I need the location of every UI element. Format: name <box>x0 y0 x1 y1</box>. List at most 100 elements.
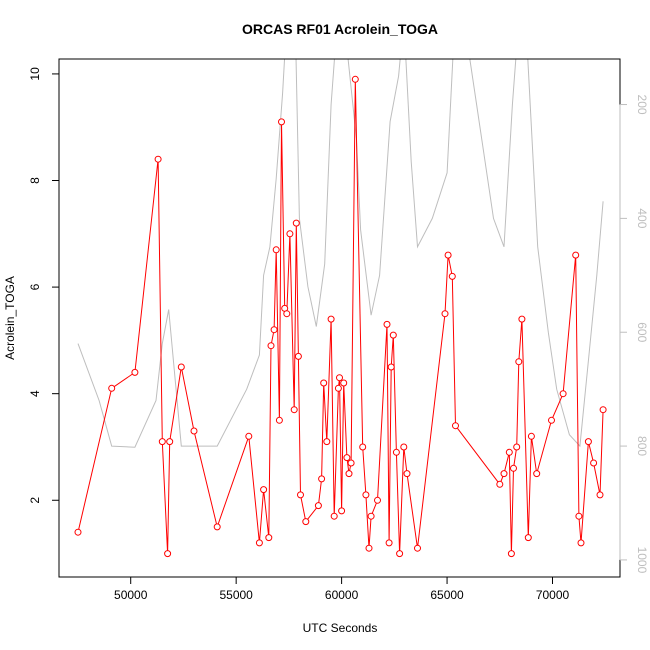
data-point <box>314 502 322 510</box>
data-point <box>414 544 421 552</box>
data-point <box>599 406 607 414</box>
data-point <box>213 523 221 531</box>
secondary-y-tick-label: 400 <box>635 208 649 228</box>
data-point <box>596 491 604 499</box>
y-tick-label: 4 <box>28 390 42 397</box>
data-point <box>294 352 302 360</box>
data-point <box>374 496 381 504</box>
data-point <box>272 246 280 254</box>
data-point <box>131 368 139 376</box>
data-point <box>347 459 355 467</box>
y-axis: 2 4 6 8 10 <box>28 67 59 504</box>
series-layer <box>74 59 607 558</box>
data-point <box>396 550 404 558</box>
data-point <box>190 427 198 435</box>
secondary-y-tick-label: 1000 <box>635 547 649 574</box>
x-tick-label: 65000 <box>430 588 464 602</box>
data-point <box>548 416 555 424</box>
data-point <box>572 251 580 259</box>
y-tick-label: 10 <box>28 67 42 81</box>
data-point <box>345 470 353 478</box>
data-point <box>387 363 395 371</box>
data-point <box>533 470 541 478</box>
x-tick-label: 50000 <box>114 588 148 602</box>
data-point <box>343 454 351 462</box>
data-point <box>510 464 517 472</box>
data-point <box>365 544 373 552</box>
secondary-y-axis: 200 400 600 800 1000 <box>619 95 649 574</box>
data-point <box>108 384 116 392</box>
data-point <box>577 539 585 547</box>
data-point <box>452 422 459 430</box>
data-point <box>448 272 456 280</box>
x-tick-label: 70000 <box>536 588 570 602</box>
data-point <box>505 448 513 456</box>
data-point <box>584 438 592 446</box>
data-point <box>154 155 162 163</box>
data-point <box>507 550 515 558</box>
x-tick-label: 60000 <box>325 588 359 602</box>
data-point <box>292 219 300 227</box>
data-point <box>367 512 375 520</box>
x-axis-label: UTC Seconds <box>303 621 378 635</box>
data-point <box>496 480 504 488</box>
data-point <box>164 550 172 558</box>
secondary-y-tick-label: 800 <box>635 436 649 456</box>
data-point <box>330 512 338 520</box>
data-point <box>302 518 310 526</box>
data-point <box>392 448 400 456</box>
plot-frame <box>58 58 621 578</box>
data-point <box>359 443 367 451</box>
data-point <box>403 470 411 478</box>
data-point <box>527 432 535 440</box>
chart-title: ORCAS RF01 Acrolein_TOGA <box>242 21 438 37</box>
data-point <box>323 438 331 446</box>
data-point <box>590 459 598 467</box>
data-point <box>518 315 526 323</box>
data-point <box>283 310 291 318</box>
data-point <box>400 443 408 451</box>
data-point <box>270 326 278 334</box>
data-point <box>245 432 253 440</box>
data-point <box>441 310 449 318</box>
data-point <box>513 443 521 451</box>
data-point <box>336 374 343 382</box>
x-tick-label: 55000 <box>219 588 253 602</box>
data-point <box>290 406 298 414</box>
data-point <box>297 491 304 499</box>
data-point <box>158 438 166 446</box>
data-point <box>362 491 370 499</box>
y-tick-label: 6 <box>28 283 42 290</box>
data-point <box>559 390 567 398</box>
data-point <box>515 358 523 366</box>
data-point <box>74 528 82 536</box>
data-point <box>267 342 275 350</box>
primary-series-line <box>77 79 604 554</box>
data-point <box>177 363 185 371</box>
x-axis: 50000 55000 60000 65000 70000 <box>114 577 570 602</box>
data-point <box>166 438 174 446</box>
data-point <box>286 230 294 238</box>
data-point <box>278 118 285 126</box>
data-point <box>340 379 348 387</box>
secondary-y-tick-label: 200 <box>635 95 649 115</box>
data-point <box>351 75 359 83</box>
data-point <box>575 512 583 520</box>
data-point <box>389 331 397 339</box>
data-point <box>260 486 268 494</box>
data-point <box>444 251 452 259</box>
data-point <box>524 534 532 542</box>
y-axis-label: Acrolein_TOGA <box>3 276 17 360</box>
data-point <box>334 384 342 392</box>
secondary-y-tick-label: 600 <box>635 322 649 342</box>
data-point <box>500 470 508 478</box>
data-point <box>275 416 283 424</box>
data-point <box>255 539 263 547</box>
y-tick-label: 8 <box>28 177 42 184</box>
data-point <box>338 507 346 515</box>
y-tick-label: 2 <box>28 497 42 504</box>
data-point <box>327 315 335 323</box>
data-point <box>318 475 326 483</box>
data-point <box>383 320 391 328</box>
